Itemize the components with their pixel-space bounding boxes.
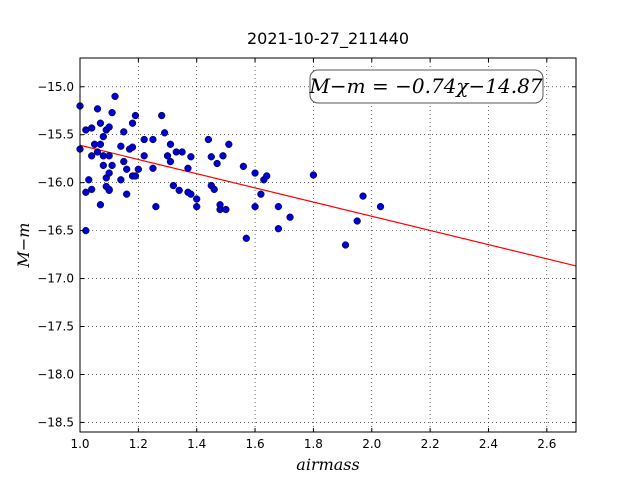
data-point	[213, 159, 221, 168]
data-point	[88, 185, 96, 194]
data-point	[93, 105, 102, 113]
data-point	[239, 162, 248, 171]
data-point	[169, 181, 178, 190]
data-point	[105, 152, 113, 160]
data-point	[149, 135, 157, 144]
data-point	[123, 190, 131, 198]
data-point	[376, 202, 385, 211]
data-point	[96, 140, 105, 148]
data-point	[204, 135, 213, 144]
y-tick-label: −17.5	[37, 320, 74, 334]
data-point	[251, 169, 259, 177]
data-points	[76, 92, 385, 249]
fit-annotation-box	[309, 69, 544, 104]
data-point	[193, 202, 201, 211]
x-tick-label: 1.0	[70, 437, 89, 451]
data-point	[131, 111, 140, 120]
y-axis-label: M−m	[14, 223, 33, 269]
data-point	[163, 152, 172, 160]
data-point	[131, 172, 140, 180]
x-tick-label: 2.0	[362, 437, 381, 451]
data-point	[111, 92, 119, 101]
data-point	[105, 169, 113, 177]
data-point	[210, 185, 218, 194]
data-point	[82, 188, 90, 196]
data-point	[187, 153, 195, 161]
y-tick-label: −16.5	[37, 224, 74, 238]
data-point	[88, 152, 96, 160]
data-point	[166, 157, 175, 166]
x-tick-label: 1.4	[187, 437, 206, 451]
data-point	[274, 225, 283, 233]
data-point	[251, 202, 259, 211]
data-point	[166, 140, 175, 148]
data-point	[359, 192, 367, 200]
data-point	[353, 217, 361, 225]
y-tick-label: −18.0	[37, 367, 74, 381]
x-tick-label: 2.4	[479, 437, 498, 451]
x-tick-label: 2.2	[421, 437, 440, 451]
data-point	[88, 124, 96, 132]
data-point	[187, 190, 195, 198]
data-point	[128, 119, 137, 127]
fit-annotation: M−m = −0.74χ−14.87	[308, 69, 544, 104]
data-point	[219, 152, 227, 160]
data-point	[178, 148, 186, 156]
data-point	[225, 140, 233, 148]
data-point	[128, 143, 137, 151]
data-point	[274, 202, 283, 211]
data-point	[257, 190, 265, 198]
data-point	[184, 164, 192, 172]
data-point	[93, 148, 102, 156]
data-point	[286, 213, 294, 221]
data-point	[341, 241, 350, 249]
y-tick-label: −17.0	[37, 272, 74, 286]
data-point	[222, 205, 230, 214]
data-point	[120, 128, 128, 136]
data-point	[96, 201, 105, 209]
data-point	[99, 132, 107, 141]
x-axis-label: airmass	[296, 455, 359, 474]
data-point	[99, 161, 107, 170]
chart-title: 2021-10-27_211440	[247, 29, 409, 49]
data-point	[207, 153, 215, 161]
data-point	[140, 135, 148, 144]
data-point	[309, 171, 318, 179]
fit-annotation-label: M−m = −0.74χ−14.87	[308, 74, 542, 98]
data-point	[123, 165, 131, 173]
axis-ticks: 1.0 1.2 1.4 1.6 1.8 2.0 2.2 2.4 2.6 −15.0 −15.5 −16…	[37, 58, 576, 451]
data-point	[160, 129, 169, 137]
data-point	[158, 111, 166, 120]
data-point	[149, 164, 157, 172]
data-point	[193, 195, 201, 203]
data-point	[242, 234, 250, 242]
data-point	[105, 123, 113, 131]
data-point	[134, 165, 143, 173]
y-tick-label: −15.0	[37, 80, 74, 94]
x-tick-label: 1.2	[129, 437, 148, 451]
x-tick-label: 1.8	[304, 437, 323, 451]
data-point	[120, 157, 128, 166]
data-point	[85, 176, 93, 184]
y-tick-label: −16.0	[37, 176, 74, 190]
fit-line	[79, 144, 577, 267]
grid-lines	[79, 58, 576, 432]
plot-frame	[79, 57, 577, 433]
x-tick-label: 2.6	[537, 437, 556, 451]
fit-line-layer	[79, 144, 577, 267]
y-tick-label: −18.5	[37, 415, 74, 429]
data-point	[152, 202, 160, 211]
data-point	[108, 109, 116, 117]
data-point	[117, 176, 125, 184]
y-tick-label: −15.5	[37, 128, 74, 142]
data-point	[117, 142, 125, 150]
data-point	[263, 172, 271, 180]
x-tick-label: 1.6	[246, 437, 265, 451]
data-point	[140, 152, 148, 160]
data-point	[108, 161, 116, 170]
data-point	[105, 186, 113, 194]
data-point	[96, 119, 105, 127]
data-point	[175, 186, 183, 194]
